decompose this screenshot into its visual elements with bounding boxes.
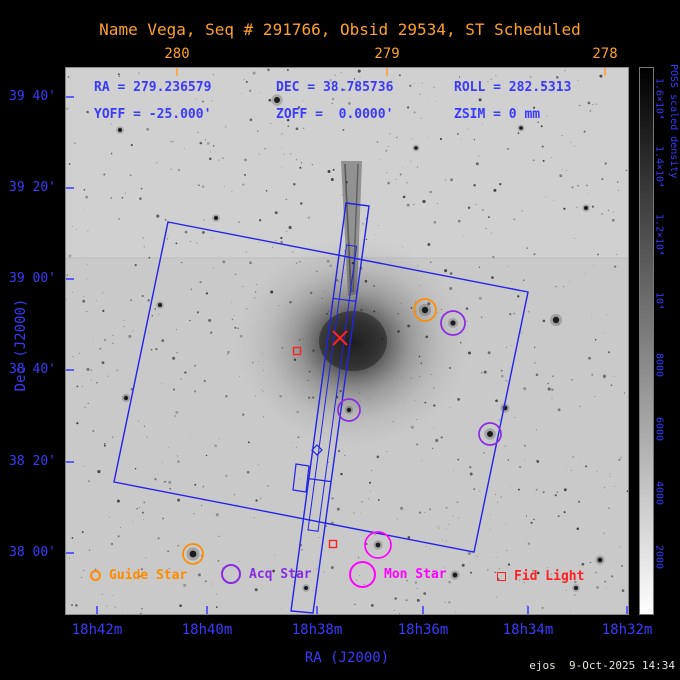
x-axis-title: RA (J2000): [304, 650, 390, 666]
zoff-readout: ZOFF = 0.0000': [276, 107, 394, 122]
colorbar-tick-label: 1.6×10⁴: [653, 77, 665, 121]
ra-degree-tick-label: 280: [164, 46, 190, 62]
strip-divider: [308, 478, 332, 483]
ra-hour-tick-label: 18h40m: [181, 622, 233, 638]
ra-hour-tick-label: 18h38m: [291, 622, 343, 638]
aimpoint-diamond: [311, 444, 323, 456]
colorbar-tick-label: 8000: [653, 352, 665, 378]
roll-readout: ROLL = 282.5313: [454, 80, 572, 95]
ra-hour-tick-label: 18h32m: [601, 622, 653, 638]
colorbar-tick-label: 4000: [653, 480, 665, 506]
ra-hour-tick-label: 18h36m: [397, 622, 449, 638]
acq-star-marker[interactable]: [440, 310, 466, 336]
sky-image[interactable]: RA = 279.236579 DEC = 38.785736 ROLL = 2…: [65, 67, 629, 615]
colorbar: [639, 67, 654, 615]
acq-star-marker[interactable]: [337, 398, 361, 422]
colorbar-tick-label: 1.2×10⁴: [653, 213, 665, 257]
colorbar-title: POSS scaled density: [668, 64, 679, 179]
guide-star-marker[interactable]: [413, 298, 437, 322]
sky-plate-seam-band: [66, 68, 628, 258]
inner-strip-outline: [307, 244, 358, 532]
dec-tick-label: 39 00': [9, 271, 56, 286]
yoff-readout: YOFF = -25.000': [94, 107, 212, 122]
ra-degree-tick-label: 278: [592, 46, 618, 62]
credit-timestamp: ejos 9-Oct-2025 14:34: [529, 659, 675, 672]
y-axis-title: Dec (J2000): [13, 298, 29, 392]
guide-star-marker[interactable]: [182, 543, 204, 565]
strip-divider: [332, 297, 356, 302]
dec-tick-label: 38 40': [9, 362, 56, 377]
ra-hour-tick-label: 18h34m: [502, 622, 554, 638]
dec-readout: DEC = 38.785736: [276, 80, 394, 95]
ra-readout: RA = 279.236579: [94, 80, 212, 95]
detector-sub-box: [292, 463, 310, 493]
sky-image-canvas[interactable]: [66, 68, 628, 614]
colorbar-tick-label: 2000: [653, 544, 665, 570]
dec-tick-label: 38 00': [9, 545, 56, 560]
ra-degree-tick-label: 279: [374, 46, 400, 62]
dec-tick-label: 39 40': [9, 89, 56, 104]
colorbar-tick-label: 10⁴: [653, 291, 665, 311]
instrument-strip-outline[interactable]: [290, 202, 370, 614]
ra-hour-tick-label: 18h42m: [71, 622, 123, 638]
dec-tick-label: 39 20': [9, 180, 56, 195]
acq-star-marker[interactable]: [478, 422, 502, 446]
aimpoint-x-marker[interactable]: [332, 330, 348, 346]
zsim-readout: ZSIM = 0 mm: [454, 107, 541, 122]
mon-star-marker[interactable]: [364, 531, 392, 559]
plot-title: Name Vega, Seq # 291766, Obsid 29534, ST…: [99, 20, 581, 39]
fid-light-marker[interactable]: [292, 346, 302, 356]
colorbar-tick-label: 6000: [653, 416, 665, 442]
colorbar-tick-label: 1.4×10⁴: [653, 145, 665, 189]
fov-outline[interactable]: [113, 221, 529, 553]
fid-light-marker[interactable]: [328, 539, 338, 549]
dec-tick-label: 38 20': [9, 454, 56, 469]
